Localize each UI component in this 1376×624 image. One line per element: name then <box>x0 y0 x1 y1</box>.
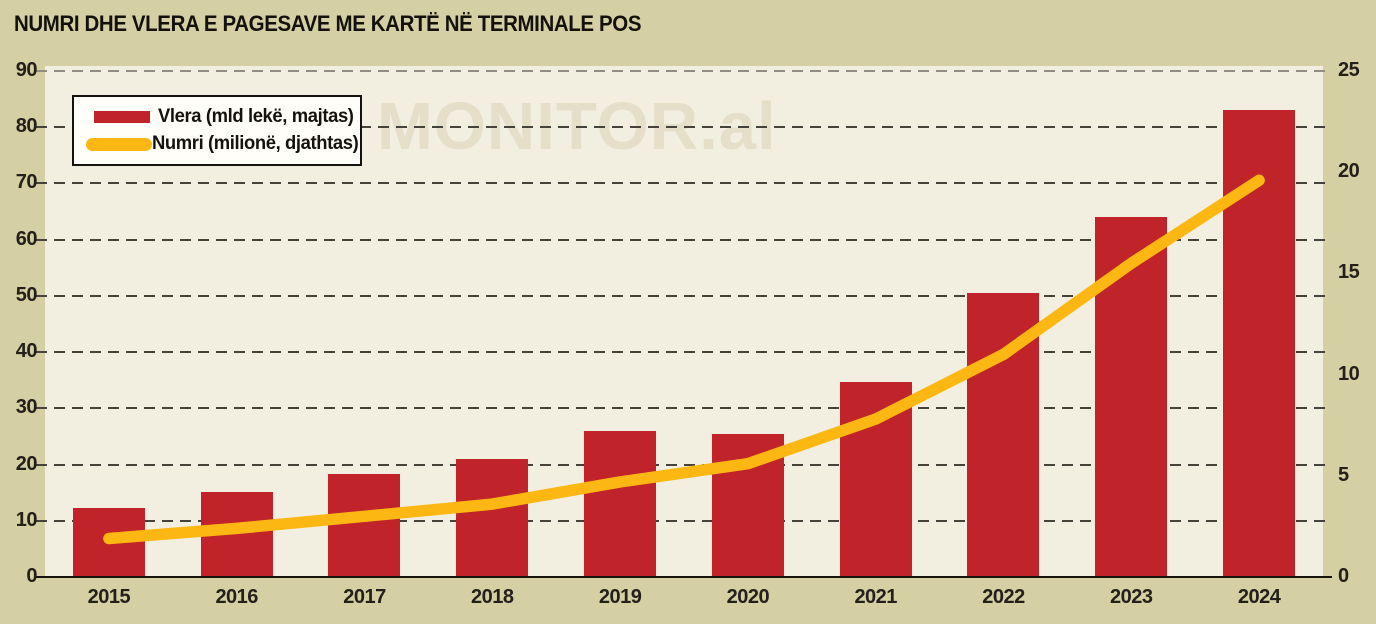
left-axis-tick-10: 10 <box>15 508 38 531</box>
x-axis-label-2024: 2024 <box>1237 586 1281 608</box>
gridline-60 <box>36 238 1332 241</box>
bar-cell-2018 <box>428 66 556 577</box>
x-axis-line <box>36 576 1332 578</box>
x-axis-label-2015: 2015 <box>87 586 131 608</box>
plot-area: MONITOR.al <box>36 66 1332 578</box>
x-axis-label-2022: 2022 <box>982 586 1025 608</box>
left-axis-tick-0: 0 <box>26 565 37 588</box>
x-axis-label-2016: 2016 <box>215 586 258 608</box>
x-axis-labels: 2015 2016 2017 2018 2019 2020 2021 2022 2023 2024 <box>45 586 1323 616</box>
left-axis-labels: 0 10 20 30 40 50 60 70 80 90 <box>0 0 38 624</box>
gridline-90 <box>36 70 1332 72</box>
vlera-swatch-icon <box>94 111 151 123</box>
bar-2017 <box>328 474 401 577</box>
right-axis-tick-0: 0 <box>1338 565 1349 588</box>
right-axis-tick-10: 10 <box>1338 362 1360 385</box>
x-axis-label-2018: 2018 <box>471 586 514 608</box>
legend: Vlera (mld lekë, majtas) Numri (milionë,… <box>72 95 362 166</box>
x-axis-label-2019: 2019 <box>598 586 642 608</box>
gridline-40 <box>36 351 1332 354</box>
left-axis-tick-30: 30 <box>15 396 38 419</box>
bar-cell-2017 <box>301 66 429 577</box>
right-axis-tick-20: 20 <box>1338 160 1360 183</box>
gridline-50 <box>36 294 1332 297</box>
x-axis-label-2020: 2020 <box>726 586 770 608</box>
left-axis-tick-90: 90 <box>15 59 38 82</box>
legend-label-numri: Numri (milionë, djathtas) <box>152 133 359 154</box>
left-axis-tick-20: 20 <box>15 452 38 475</box>
left-axis-tick-80: 80 <box>15 115 38 138</box>
gridline-30 <box>36 407 1332 410</box>
left-axis-tick-40: 40 <box>15 340 38 363</box>
bar-2024 <box>1223 110 1296 577</box>
gridline-20 <box>36 463 1332 466</box>
bar-2019 <box>584 430 657 577</box>
line-series <box>103 174 1265 545</box>
x-axis-label-2017: 2017 <box>343 586 386 608</box>
bar-cell-2019 <box>556 66 684 577</box>
left-axis-tick-50: 50 <box>15 283 38 306</box>
right-axis-tick-5: 5 <box>1338 463 1349 486</box>
x-axis-label-2021: 2021 <box>854 586 897 608</box>
gridline-70 <box>36 182 1332 185</box>
right-axis-labels: 0 5 10 15 20 25 <box>1338 0 1376 624</box>
x-axis-label-2023: 2023 <box>1110 586 1153 608</box>
left-axis-tick-70: 70 <box>15 171 38 194</box>
legend-label-vlera: Vlera (mld lekë, majtas) <box>158 106 354 127</box>
bar-2018 <box>456 458 529 577</box>
right-axis-tick-15: 15 <box>1338 261 1360 284</box>
numri-line <box>103 174 1265 545</box>
gridline-80 <box>36 126 1332 129</box>
left-axis-tick-60: 60 <box>15 227 38 250</box>
right-axis-tick-25: 25 <box>1338 59 1360 82</box>
bar-cell-2024 <box>1195 66 1323 577</box>
legend-item-vlera: Vlera (mld lekë, majtas) <box>86 106 360 128</box>
legend-item-numri: Numri (milionë, djathtas) <box>86 133 360 155</box>
gridline-10 <box>36 519 1332 522</box>
chart-title: NUMRI DHE VLERA E PAGESAVE ME KARTË NË T… <box>14 11 642 36</box>
numri-swatch-icon <box>86 137 152 151</box>
